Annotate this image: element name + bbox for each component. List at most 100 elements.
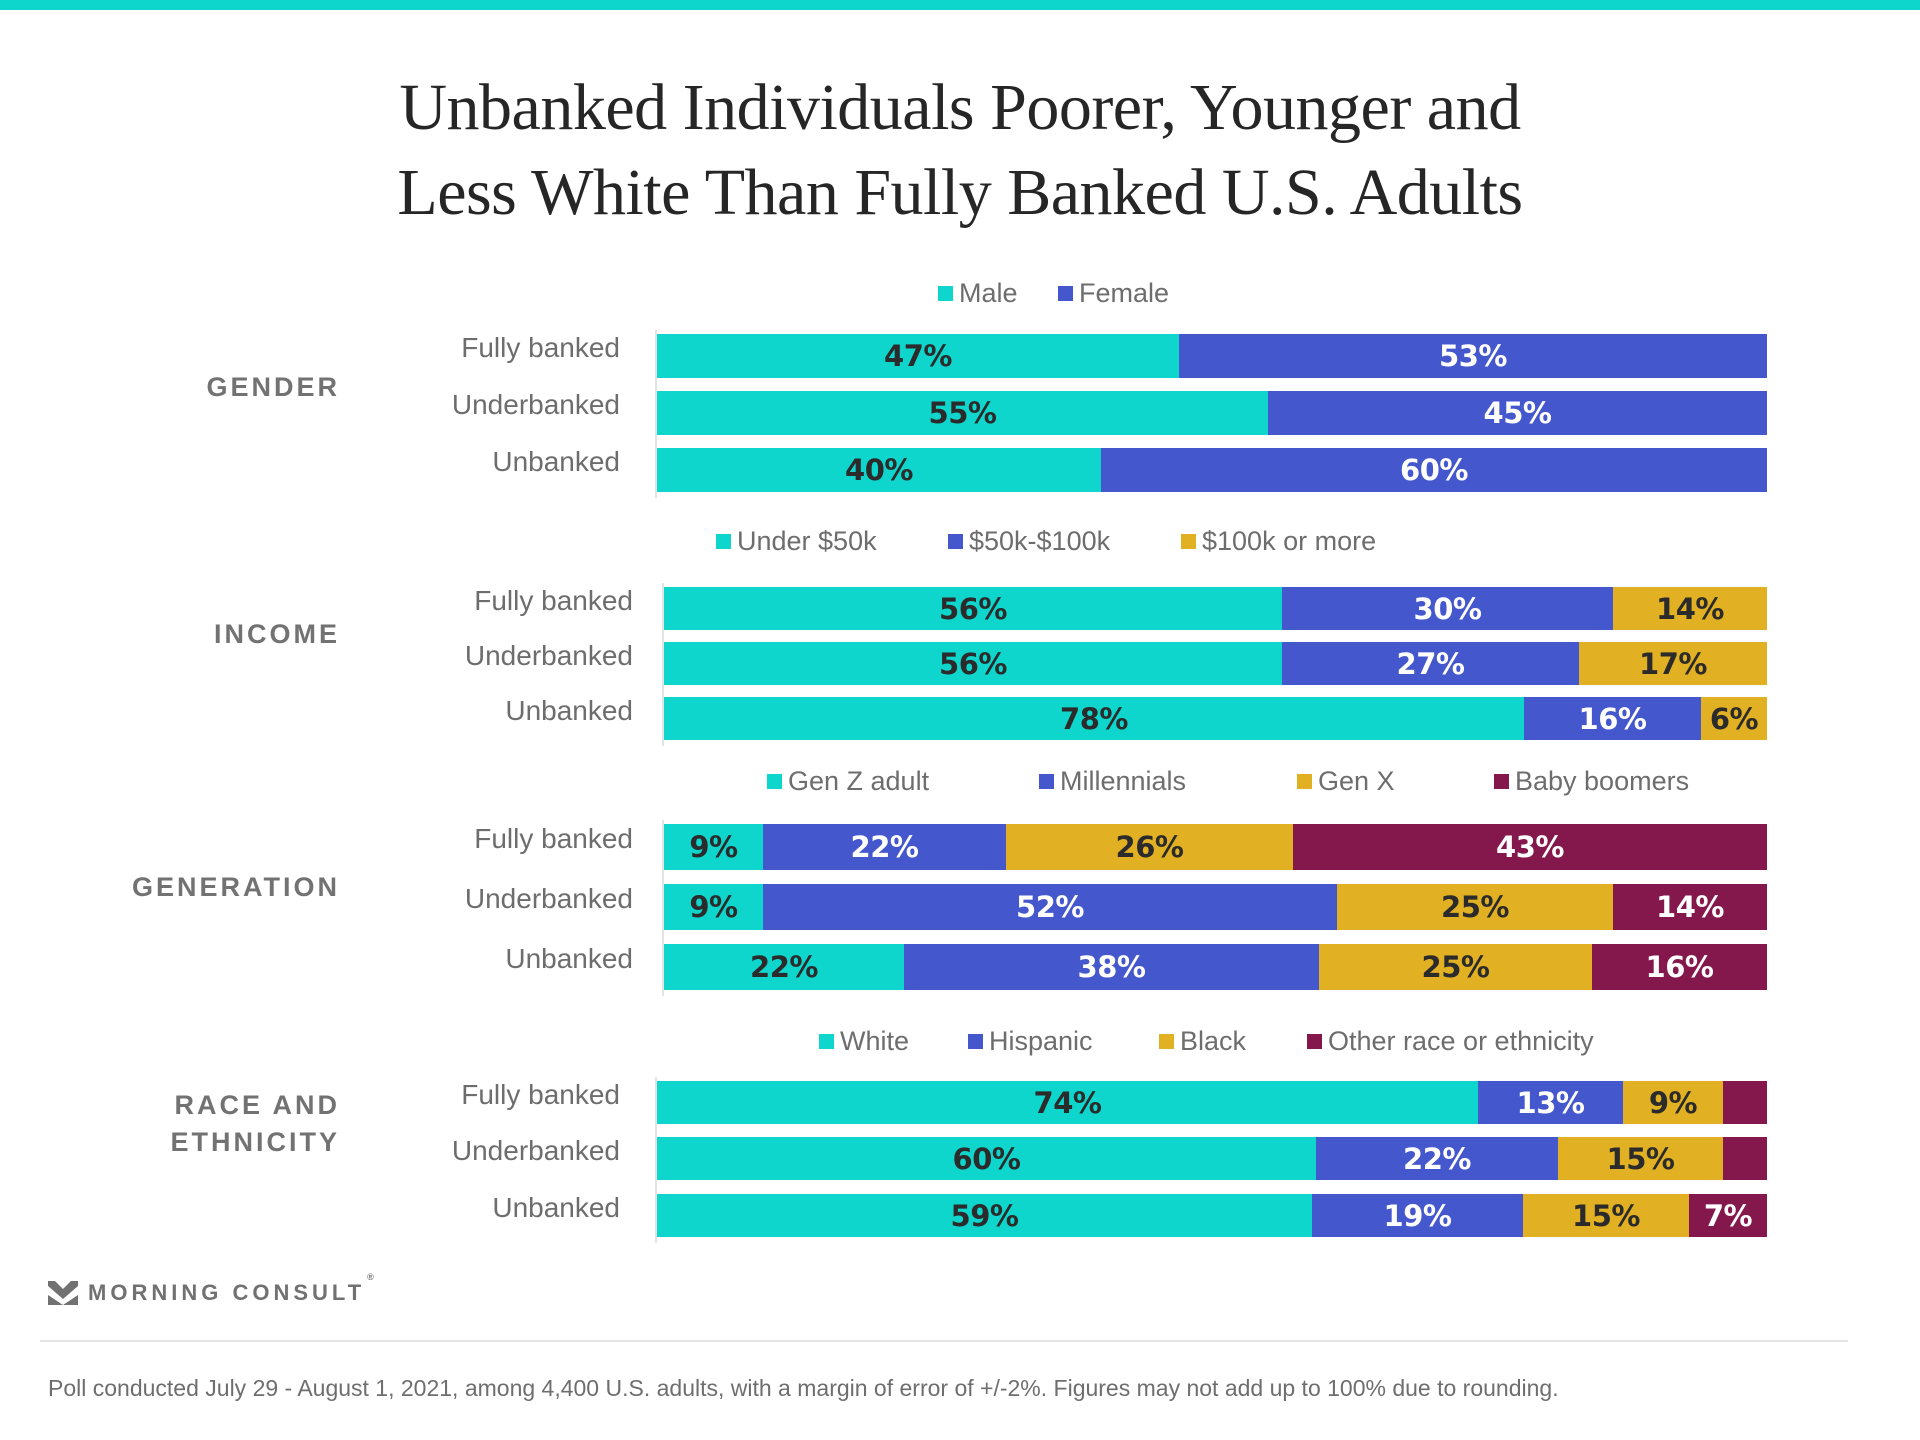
bar-segment-baby-boomers: 43% [1293,824,1767,870]
category-axis-line [662,820,664,996]
legend-swatch [1297,774,1312,789]
bar-segment-100k-or-more: 17% [1579,642,1767,685]
bar-segment-white: 60% [657,1137,1316,1180]
legend-swatch [938,286,953,301]
legend-item-other-race-or-ethnicity: Other race or ethnicity [1307,1026,1594,1057]
bar-segment-gen-x: 25% [1337,884,1613,930]
bar-segment-male: 47% [657,334,1179,378]
bar-segment-100k-or-more: 14% [1613,587,1767,630]
data-label: 43% [1496,830,1564,864]
bar-segment-black: 9% [1623,1081,1723,1124]
legend-swatch [819,1034,834,1049]
bar-segment-50k-100k: 27% [1282,642,1579,685]
data-label: 30% [1413,591,1482,626]
legend-label: Black [1180,1026,1247,1056]
data-label: 22% [850,830,919,864]
bar-segment-other-race-or-ethnicity [1723,1137,1767,1180]
legend-item-baby-boomers: Baby boomers [1494,766,1689,797]
data-label: 59% [950,1198,1019,1233]
bar-segment-other-race-or-ethnicity: 7% [1689,1194,1767,1237]
legend-item-white: White [819,1026,909,1057]
bar-row-underbanked: 55% 45% [657,391,1767,435]
row-label-unbanked: Unbanked [492,446,620,477]
row-label-unbanked: Unbanked [505,943,633,974]
data-label: 25% [1421,950,1490,984]
data-label: 6% [1709,701,1759,736]
data-label: 15% [1606,1141,1675,1176]
data-label: 15% [1572,1198,1640,1233]
bar-segment-millennials: 52% [763,884,1337,930]
legend-label: Gen X [1318,766,1395,796]
bar-segment-gen-z-adult: 22% [664,944,904,990]
section-label-line: GENERATION [131,871,340,902]
legend-item-100k-or-more: $100k or more [1181,526,1376,557]
legend-swatch [1058,286,1073,301]
bar-segment-other-race-or-ethnicity [1723,1081,1767,1124]
top-accent-bar [0,0,1920,10]
section-label-line: GENDER [206,371,340,402]
bar-segment-female: 45% [1268,391,1767,435]
category-axis-line [655,1077,657,1243]
bar-row-unbanked: 22% 38% 25% 16% [664,944,1767,990]
data-label: 26% [1115,830,1184,864]
legend-item-gen-z-adult: Gen Z adult [767,766,929,797]
legend-swatch [1307,1034,1322,1049]
legend-label: Under $50k [737,526,877,556]
category-axis-line [655,330,657,498]
row-label-underbanked: Underbanked [451,1134,620,1166]
data-label: 38% [1077,950,1146,984]
data-label: 74% [1033,1085,1102,1120]
row-label-fully-banked: Fully banked [474,584,633,616]
bar-row-unbanked: 78% 16% 6% [664,697,1767,740]
legend-label: White [840,1026,910,1056]
morning-consult-chevron-icon [48,1281,78,1305]
bar-row-unbanked: 40% 60% [657,448,1767,492]
data-label: 14% [1656,890,1724,924]
footer-divider [40,1340,1848,1342]
data-label: 52% [1016,890,1084,924]
legend-swatch [1181,534,1196,549]
bar-row-underbanked: 56% 27% 17% [664,642,1767,685]
data-label: 55% [928,396,997,430]
bar-segment-under-50k: 56% [664,642,1282,685]
data-label: 56% [939,591,1007,626]
registered-mark: ® [367,1272,378,1282]
bar-row-unbanked: 59% 19% 15% 7% [657,1194,1767,1237]
data-label: 60% [952,1141,1021,1176]
bar-segment-baby-boomers: 16% [1592,944,1767,990]
legend-swatch [1039,774,1054,789]
row-label-fully-banked: Fully banked [461,332,620,363]
bar-segment-hispanic: 19% [1312,1194,1523,1237]
bar-row-fully-banked: 74% 13% 9% [657,1081,1767,1124]
bar-segment-baby-boomers: 14% [1613,884,1767,930]
bar-row-fully-banked: 47% 53% [657,334,1767,378]
legend-label: Baby boomers [1515,766,1690,796]
legend-item-hispanic: Hispanic [968,1026,1093,1057]
legend-item-female: Female [1058,278,1169,309]
legend-item-gen-x: Gen X [1297,766,1395,797]
data-label: 9% [1648,1085,1698,1120]
bar-row-underbanked: 60% 22% 15% [657,1137,1767,1180]
data-label: 40% [845,453,913,487]
data-label: 9% [689,830,738,864]
section-label-line: INCOME [214,618,340,649]
bar-segment-white: 74% [657,1081,1478,1124]
section-label-generation: GENERATION [40,869,340,906]
bar-segment-50k-100k: 16% [1524,697,1701,740]
bar-segment-male: 55% [657,391,1268,435]
data-label: 16% [1645,950,1714,984]
bar-segment-50k-100k: 30% [1282,587,1613,630]
legend-item-black: Black [1159,1026,1246,1057]
bar-segment-millennials: 22% [763,824,1006,870]
data-label: 78% [1060,701,1128,736]
category-axis-line [662,583,664,746]
row-label-underbanked: Underbanked [464,639,633,671]
legend-label: Female [1079,278,1170,308]
data-label: 9% [689,890,738,924]
data-label: 22% [750,950,818,984]
legend-item-millennials: Millennials [1039,766,1186,797]
chart-title-line-1: Unbanked Individuals Poorer, Younger and [399,71,1521,144]
section-label-line: ETHNICITY [170,1127,340,1157]
data-label: 47% [884,339,952,373]
legend-swatch [767,774,782,789]
